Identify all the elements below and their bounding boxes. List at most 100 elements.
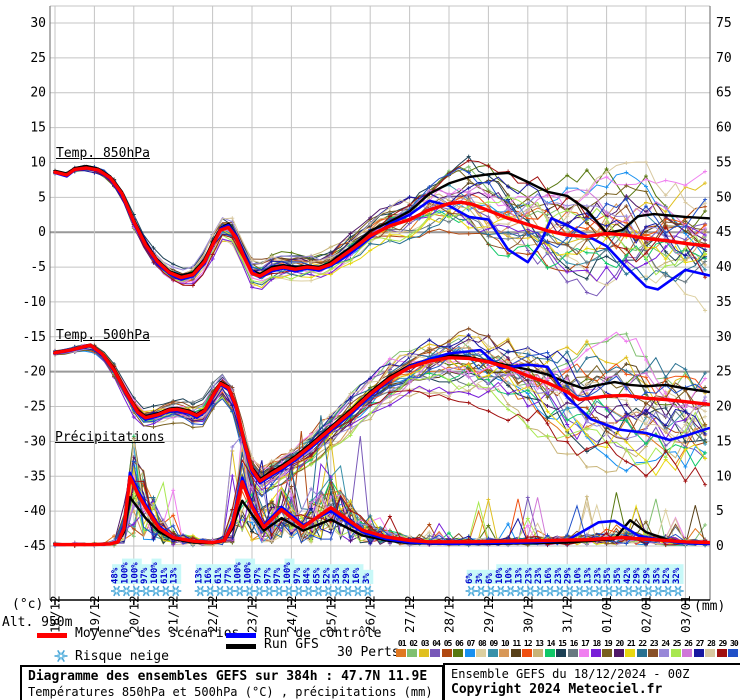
x-axis-date-labels: 18/12 19/12 20/12 21/12 22/12 23/12 24/12 25/12… <box>48 595 693 633</box>
ensemble-members-t500 <box>53 326 708 498</box>
series-area <box>53 154 710 548</box>
title-box: Diagramme des ensembles GEFS sur 384h : … <box>20 665 444 700</box>
pert-color-swatch <box>499 649 510 657</box>
svg-text:6%: 6% <box>485 573 495 584</box>
control-line-swatch <box>226 633 256 638</box>
svg-text:-30: -30 <box>23 434 46 449</box>
svg-text:27/12: 27/12 <box>402 595 417 633</box>
pert-number: 16 <box>569 639 579 648</box>
pert-color-swatch <box>636 649 647 657</box>
svg-text:77%: 77% <box>224 567 234 584</box>
pert-number: 24 <box>661 639 670 648</box>
svg-text:20: 20 <box>716 400 732 415</box>
pert-number: 15 <box>558 639 567 648</box>
svg-text:-10: -10 <box>23 295 46 310</box>
pert-color-swatch <box>476 649 487 657</box>
pert-number: 27 <box>695 639 705 648</box>
svg-text:100%: 100% <box>234 562 244 584</box>
perturbation-colors <box>396 649 740 657</box>
pert-number: 29 <box>718 639 728 648</box>
pert-number: 03 <box>420 639 430 648</box>
svg-text:35: 35 <box>716 295 732 310</box>
svg-text:-20: -20 <box>23 365 46 380</box>
svg-text:13%: 13% <box>194 567 204 584</box>
svg-text:35%: 35% <box>603 567 613 584</box>
svg-text:15: 15 <box>716 434 732 449</box>
pert-number: 08 <box>478 639 487 648</box>
perturbation-strip: 01 02 03 04 05 06 07 08 09 10 11 12 13 14 15 16 17 18 19 20… <box>396 639 740 657</box>
pert-number: 22 <box>638 639 647 648</box>
pert-number: 01 <box>397 639 407 648</box>
svg-text:97%: 97% <box>253 567 263 584</box>
svg-text:70: 70 <box>716 51 732 66</box>
pert-number: 07 <box>466 639 476 648</box>
svg-text:0: 0 <box>716 539 724 554</box>
svg-text:30: 30 <box>716 330 732 345</box>
svg-text:-25: -25 <box>23 400 46 415</box>
pert-color-swatch <box>396 649 406 657</box>
page-title: Diagramme des ensembles GEFS sur 384h : … <box>28 669 428 684</box>
svg-text:25/12: 25/12 <box>323 595 338 633</box>
legend-mean-label: Moyenne des scénarios <box>75 626 240 641</box>
copyright: Copyright 2024 Meteociel.fr <box>451 682 663 697</box>
svg-text:26/12: 26/12 <box>363 595 378 633</box>
page-subtitle: Températures 850hPa et 500hPa (°C) , pré… <box>28 685 433 699</box>
pert-number: 30 <box>730 639 739 648</box>
svg-text:97%: 97% <box>293 567 303 584</box>
svg-text:23%: 23% <box>524 567 534 584</box>
pert-number: 05 <box>443 639 453 648</box>
svg-text:48%: 48% <box>111 567 121 584</box>
pert-color-swatch <box>510 649 521 657</box>
svg-text:55: 55 <box>716 155 732 170</box>
pert-color-swatch <box>625 649 636 657</box>
svg-text:100%: 100% <box>130 562 140 584</box>
svg-text:10%: 10% <box>495 567 505 584</box>
pert-color-swatch <box>728 649 739 657</box>
svg-text:35%: 35% <box>332 567 342 584</box>
svg-text:75: 75 <box>716 16 732 31</box>
snow-risk-row: 48% 100% 100% 97% 100% 61% 13% 13% 16% 61% 77% 100%… <box>111 558 684 597</box>
legend-snow-label: Risque neige <box>75 649 169 664</box>
svg-text:23%: 23% <box>554 567 564 584</box>
svg-text:65: 65 <box>716 86 732 101</box>
right-axis-unit: (mm) <box>694 599 726 614</box>
pert-number: 28 <box>707 639 716 648</box>
svg-text:-5: -5 <box>30 260 46 275</box>
svg-text:-40: -40 <box>23 504 46 519</box>
pert-number: 11 <box>512 639 521 648</box>
svg-text:97%: 97% <box>273 567 283 584</box>
pert-number: 23 <box>649 639 659 648</box>
pert-number: 06 <box>455 639 464 648</box>
svg-text:3%: 3% <box>362 573 372 584</box>
perturbation-numbers: 01 02 03 04 05 06 07 08 09 10 11 12 13 14 15 16 17 18 19 20… <box>396 639 740 648</box>
info-box: Ensemble GEFS du 18/12/2024 - 00Z Copyri… <box>443 663 740 700</box>
main-series-t850 <box>53 164 710 291</box>
pert-color-swatch <box>579 649 590 657</box>
pert-color-swatch <box>659 649 670 657</box>
pert-color-swatch <box>556 649 567 657</box>
svg-text:3%: 3% <box>475 573 485 584</box>
svg-text:6%: 6% <box>465 573 475 584</box>
pert-number: 12 <box>523 639 533 648</box>
svg-text:42%: 42% <box>623 567 633 584</box>
svg-text:30/12: 30/12 <box>520 595 535 633</box>
y-axis-left-labels: 30 25 20 15 10 5 0 -5 -10 -15 -20 -25 -30 -35 -40 -45 <box>23 16 46 554</box>
mean-line-swatch <box>37 633 67 638</box>
pert-color-swatch <box>567 649 578 657</box>
pert-number: 19 <box>604 639 613 648</box>
pert-color-swatch <box>487 649 498 657</box>
pert-number: 17 <box>581 639 590 648</box>
svg-text:40: 40 <box>716 260 732 275</box>
svg-text:23%: 23% <box>593 567 603 584</box>
pert-color-swatch <box>407 649 418 657</box>
svg-text:35%: 35% <box>613 567 623 584</box>
ensemble-chart-canvas: 302520151050-5-10-15-20-25-30-35-40-4575… <box>23 5 732 633</box>
pert-color-swatch <box>705 649 716 657</box>
legend-control-label: Run de contrôle <box>264 626 382 641</box>
svg-text:01/01: 01/01 <box>599 595 614 633</box>
svg-text:10%: 10% <box>574 567 584 584</box>
svg-text:97%: 97% <box>263 567 273 584</box>
pert-number: 09 <box>489 639 499 648</box>
svg-text:29/12: 29/12 <box>481 595 496 633</box>
